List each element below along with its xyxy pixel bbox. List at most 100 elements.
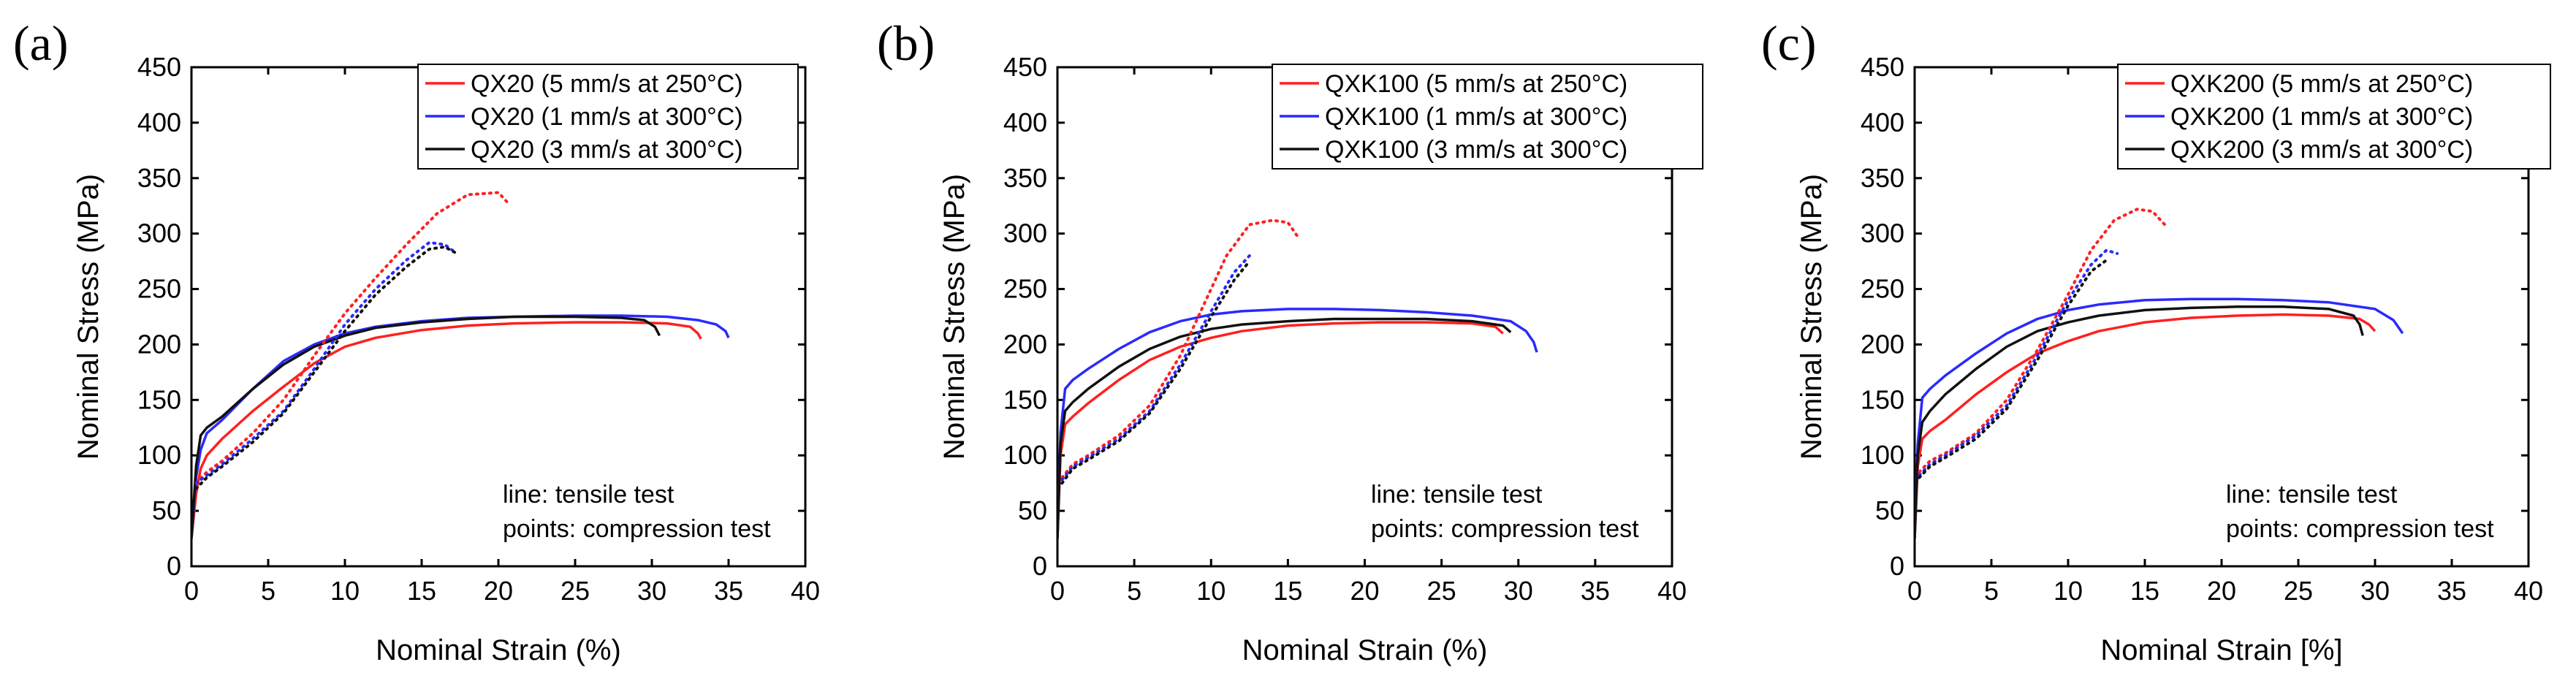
- y-tick-label: 350: [137, 163, 181, 193]
- y-tick-label: 350: [1861, 163, 1904, 193]
- annotation-line: line: tensile test: [1371, 481, 1543, 509]
- y-tick-label: 450: [1003, 52, 1047, 82]
- tensile-series-red: [1915, 313, 2376, 539]
- x-tick-label: 20: [1350, 576, 1379, 606]
- compression-series-black: [1060, 259, 1251, 485]
- x-tick-label: 5: [1984, 576, 1999, 606]
- compression-series-red: [194, 191, 509, 485]
- x-tick-label: 40: [791, 576, 820, 606]
- panel-label: (a): [13, 15, 68, 71]
- x-tick-label: 30: [2360, 576, 2390, 606]
- annotation-line: points: compression test: [503, 515, 771, 543]
- y-tick-label: 250: [1003, 274, 1047, 304]
- legend: QX20 (5 mm/s at 250°C) QX20 (1 mm/s at 30…: [417, 64, 799, 170]
- y-tick-label: 150: [1003, 384, 1047, 414]
- compression-series-blue: [1060, 254, 1251, 482]
- legend-entry: QXK200 (1 mm/s at 300°C): [2170, 103, 2473, 131]
- compression-series-red: [1060, 218, 1299, 479]
- legend-entry: QXK200 (5 mm/s at 250°C): [2170, 70, 2473, 98]
- legend: QXK100 (5 mm/s at 250°C) QXK100 (1 mm/s a…: [1272, 64, 1703, 170]
- compression-series-blue: [1918, 248, 2119, 477]
- x-tick-label: 25: [2284, 576, 2313, 606]
- x-tick-label: 30: [1504, 576, 1533, 606]
- y-tick-label: 200: [1003, 329, 1047, 359]
- legend-box: [2117, 64, 2551, 170]
- x-tick-label: 15: [1273, 576, 1302, 606]
- legend-entry: QXK100 (5 mm/s at 250°C): [1325, 70, 1627, 98]
- tensile-series-blue: [1915, 297, 2404, 539]
- x-tick-label: 0: [1050, 576, 1065, 606]
- y-tick-label: 100: [137, 440, 181, 470]
- legend-entry: QX20 (3 mm/s at 300°C): [471, 136, 743, 164]
- x-tick-label: 0: [1907, 576, 1922, 606]
- chart-panel-2: (b) 0 50 100 150 200 250 300 350 400 450 0 5 10 15 20 25…: [877, 15, 1703, 666]
- chart-panel-3: (c) 0 50 100 150 200 250 300 350 400 450 0 5 10 15 20 25…: [1761, 15, 2551, 666]
- tensile-series-black: [1057, 317, 1512, 539]
- legend-entry: QX20 (1 mm/s at 300°C): [471, 103, 743, 131]
- x-tick-label: 10: [1196, 576, 1226, 606]
- x-tick-label: 10: [330, 576, 360, 606]
- compression-series-red: [1918, 208, 2167, 473]
- y-tick-label: 200: [137, 329, 181, 359]
- y-tick-label: 50: [1875, 495, 1904, 525]
- y-tick-label: 400: [1861, 107, 1904, 137]
- x-tick-label: 40: [2514, 576, 2543, 606]
- annotation-line: line: tensile test: [503, 481, 675, 509]
- tensile-series-black: [1915, 305, 2364, 539]
- y-tick-label: 450: [137, 52, 181, 82]
- y-tick-label: 250: [1861, 274, 1904, 304]
- x-tick-label: 35: [714, 576, 743, 606]
- y-tick-label: 50: [1018, 495, 1047, 525]
- x-axis-title: Nominal Strain [%]: [2100, 634, 2342, 666]
- legend: QXK200 (5 mm/s at 250°C) QXK200 (1 mm/s a…: [2117, 64, 2551, 170]
- compression-series-blue: [194, 240, 457, 485]
- y-axis-title: Nominal Stress (MPa): [72, 174, 105, 460]
- y-tick-label: 150: [137, 384, 181, 414]
- y-tick-label: 0: [1033, 551, 1047, 581]
- x-tick-label: 30: [637, 576, 666, 606]
- y-tick-label: 200: [1861, 329, 1904, 359]
- y-tick-label: 0: [1890, 551, 1904, 581]
- series-group: [191, 191, 730, 539]
- x-tick-label: 10: [2053, 576, 2083, 606]
- annotation-line: points: compression test: [1371, 515, 1639, 543]
- legend-entry: QXK100 (3 mm/s at 300°C): [1325, 136, 1627, 164]
- annotation-line: points: compression test: [2226, 515, 2494, 543]
- tensile-series-red: [1057, 321, 1504, 539]
- panel-label: (b): [877, 15, 935, 71]
- x-axis-title: Nominal Strain (%): [376, 634, 621, 666]
- tensile-series-black: [191, 315, 661, 539]
- panel-label: (c): [1761, 15, 1816, 71]
- y-tick-label: 0: [167, 551, 181, 581]
- x-tick-label: 0: [184, 576, 199, 606]
- y-tick-label: 100: [1861, 440, 1904, 470]
- y-tick-label: 300: [1861, 218, 1904, 248]
- compression-series-black: [1918, 259, 2108, 479]
- y-tick-label: 100: [1003, 440, 1047, 470]
- y-tick-label: 250: [137, 274, 181, 304]
- y-axis-title: Nominal Stress (MPa): [1796, 174, 1828, 460]
- y-tick-label: 450: [1861, 52, 1904, 82]
- tensile-series-red: [191, 321, 702, 539]
- x-tick-label: 5: [261, 576, 276, 606]
- y-tick-label: 300: [1003, 218, 1047, 248]
- tensile-series-blue: [1057, 308, 1538, 539]
- y-tick-label: 350: [1003, 163, 1047, 193]
- y-tick-label: 400: [1003, 107, 1047, 137]
- compression-series-black: [194, 245, 459, 490]
- legend-entry: QX20 (5 mm/s at 250°C): [471, 70, 743, 98]
- x-tick-label: 20: [2207, 576, 2236, 606]
- x-tick-label: 35: [2437, 576, 2466, 606]
- x-tick-label: 20: [484, 576, 513, 606]
- x-tick-label: 25: [1427, 576, 1456, 606]
- legend-entry: QXK200 (3 mm/s at 300°C): [2170, 136, 2473, 164]
- series-group: [1915, 208, 2404, 539]
- legend-box: [417, 64, 799, 170]
- annotation-line: line: tensile test: [2226, 481, 2398, 509]
- y-axis-title: Nominal Stress (MPa): [938, 174, 970, 460]
- x-tick-label: 15: [2130, 576, 2159, 606]
- y-tick-label: 150: [1861, 384, 1904, 414]
- x-axis-title: Nominal Strain (%): [1242, 634, 1488, 666]
- x-tick-label: 40: [1657, 576, 1687, 606]
